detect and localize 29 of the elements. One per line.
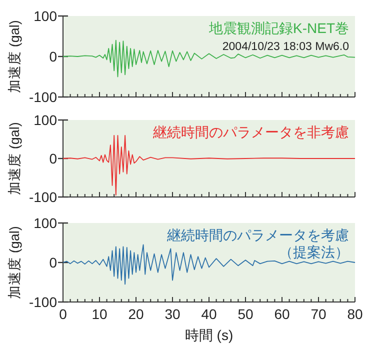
- y-tick-label: 0: [49, 48, 58, 64]
- y-tick-label: 100: [34, 112, 58, 128]
- x-tick-label: 80: [347, 306, 363, 322]
- text: （提案法）: [279, 244, 349, 260]
- y-tick-label: 100: [34, 215, 58, 231]
- y-axis-title: 加速度 (gal): [7, 226, 22, 299]
- x-tick-label: 40: [201, 306, 217, 322]
- x-tick-label: 30: [164, 306, 180, 322]
- y-tick-label: -100: [28, 294, 58, 310]
- chart-title: 継続時間のパラメータを非考慮: [152, 124, 349, 140]
- x-tick-label: 50: [238, 306, 254, 322]
- y-axis-title: 加速度 (gal): [7, 122, 22, 195]
- y-tick-label: 0: [49, 150, 58, 166]
- x-tick-label: 20: [128, 306, 144, 322]
- y-tick-label: 100: [34, 8, 58, 24]
- x-tick-label: 70: [310, 306, 326, 322]
- chart-title: 継続時間のパラメータを考慮: [166, 227, 349, 243]
- y-axis-title: 加速度 (gal): [7, 20, 22, 93]
- chart-title: 地震観測記録K-NET巻: [208, 20, 349, 36]
- x-tick-label: 10: [92, 306, 108, 322]
- y-tick-label: 0: [49, 254, 58, 270]
- x-tick-label: 0: [59, 306, 68, 322]
- line-series: [62, 244, 356, 285]
- y-tick-label: -100: [28, 89, 58, 105]
- line-series: [62, 40, 356, 78]
- y-tick-label: -100: [28, 189, 58, 205]
- x-axis-title: 時間 (s): [184, 327, 234, 343]
- x-tick-label: 60: [274, 306, 290, 322]
- text: 2004/10/23 18:03 Mw6.0: [222, 41, 349, 53]
